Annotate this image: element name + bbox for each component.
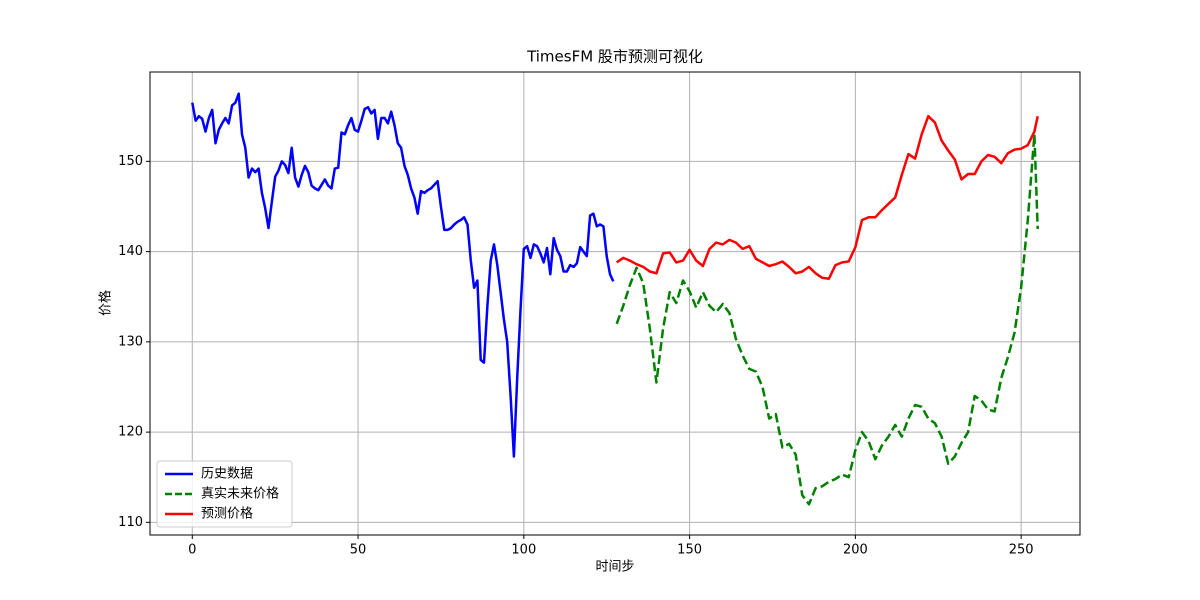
y-tick-label: 130 [118, 334, 143, 349]
y-axis-label: 价格 [98, 290, 114, 316]
legend-label: 历史数据 [201, 467, 253, 482]
y-tick-label: 140 [118, 244, 143, 259]
line-series [191, 92, 615, 458]
line-series [615, 114, 1039, 280]
y-tick-label: 110 [118, 515, 143, 530]
x-tick-label: 50 [350, 543, 367, 558]
y-tick-label: 120 [118, 425, 143, 440]
y-tick-label: 150 [118, 154, 143, 169]
x-tick-label: 200 [843, 543, 868, 558]
x-tick-label: 0 [188, 543, 196, 558]
x-tick-label: 100 [511, 543, 536, 558]
legend-box [156, 460, 293, 528]
line-series [615, 133, 1039, 506]
legend-label: 真实未来价格 [201, 486, 279, 502]
legend-label: 预测价格 [201, 506, 253, 522]
x-tick-label: 150 [677, 543, 702, 558]
x-axis-label: 时间步 [595, 560, 634, 575]
x-tick-label: 250 [1009, 543, 1034, 558]
chart-title: TimesFM 股市预测可视化 [526, 48, 703, 66]
plot-frame [149, 71, 1081, 536]
